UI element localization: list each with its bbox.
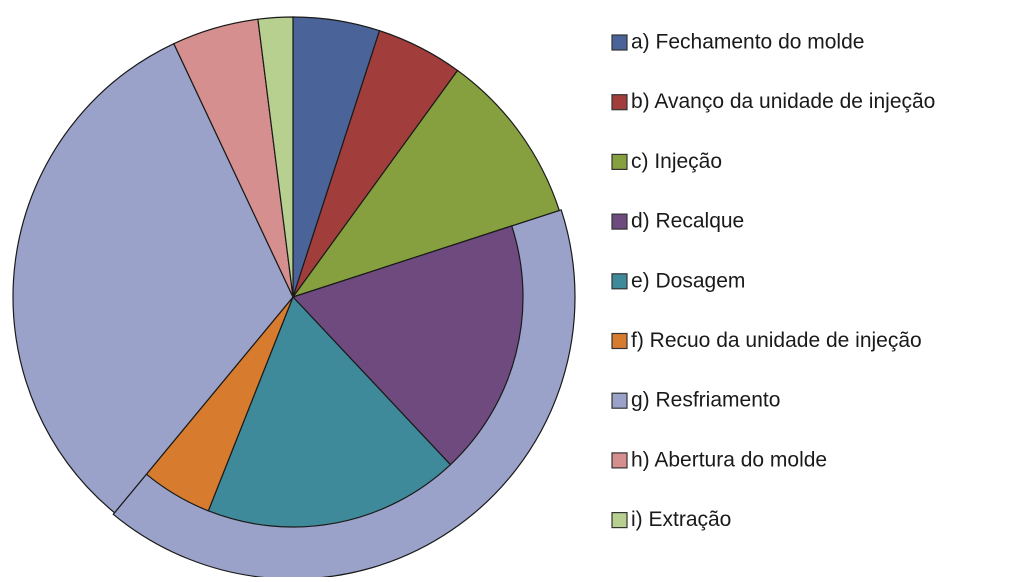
legend-label: f) Recuo da unidade de injeção (631, 329, 922, 352)
legend-swatch (611, 273, 628, 290)
legend-swatch (611, 34, 628, 51)
legend-swatch (611, 511, 628, 529)
legend-swatch (611, 153, 628, 170)
legend-label: a) Fechamento do molde (631, 31, 864, 54)
legend-label: h) Abertura do molde (631, 448, 827, 471)
legend-label: c) Injeção (631, 150, 722, 173)
pie-slice (12, 42, 294, 514)
pie-slice (291, 69, 561, 299)
pie-slice (291, 225, 524, 466)
legend-label: i) Extração (631, 508, 731, 531)
legend-swatch (611, 332, 628, 350)
legend-label: e) Dosagem (631, 269, 745, 292)
pie-slice (257, 16, 294, 298)
legend-label: g) Resfriamento (631, 389, 780, 412)
legend-label: d) Recalque (631, 210, 744, 233)
legend-swatch (611, 213, 628, 230)
legend-swatch (611, 452, 628, 469)
pie-slice (207, 295, 452, 528)
legend-label: b) Avanço da unidade de injeção (631, 90, 935, 113)
legend-swatch (611, 94, 628, 111)
legend-swatch (611, 392, 628, 409)
